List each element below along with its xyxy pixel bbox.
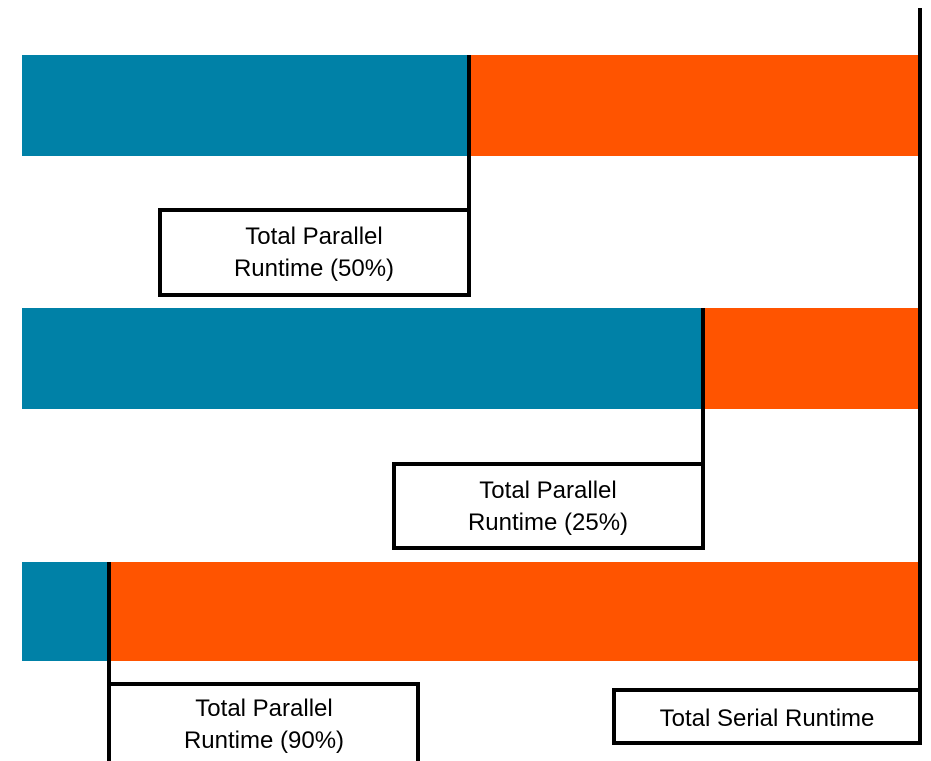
callout-serial-runtime: Total Serial Runtime	[612, 688, 922, 745]
callout-2-label-line2: Runtime (25%)	[468, 509, 628, 536]
bar-1-parallel-segment	[22, 55, 471, 156]
runtime-bar-1	[22, 55, 920, 156]
callout-2-box	[392, 462, 705, 550]
bar-1-serial-segment	[471, 55, 920, 156]
callout-1-label-line1: Total Parallel	[245, 223, 382, 250]
serial-runtime-label: Total Serial Runtime	[660, 705, 875, 732]
callout-parallel-90: Total Parallel Runtime (90%)	[107, 562, 420, 761]
bar-3-parallel-segment	[22, 562, 109, 661]
callout-2-label-line1: Total Parallel	[479, 477, 616, 504]
callout-parallel-50: Total Parallel Runtime (50%)	[158, 55, 471, 297]
callout-1-label-line2: Runtime (50%)	[234, 255, 394, 282]
runtime-bar-3	[22, 562, 920, 661]
callout-parallel-25: Total Parallel Runtime (25%)	[392, 308, 705, 550]
callout-3-label-line1: Total Parallel	[195, 695, 332, 722]
runtime-bar-2	[22, 308, 920, 409]
callout-1-box	[158, 208, 471, 297]
bar-2-serial-segment	[702, 308, 920, 409]
callout-3-label-line2: Runtime (90%)	[184, 727, 344, 754]
bar-3-serial-segment	[109, 562, 920, 661]
serial-runtime-box	[612, 688, 922, 745]
bar-2-parallel-segment	[22, 308, 702, 409]
